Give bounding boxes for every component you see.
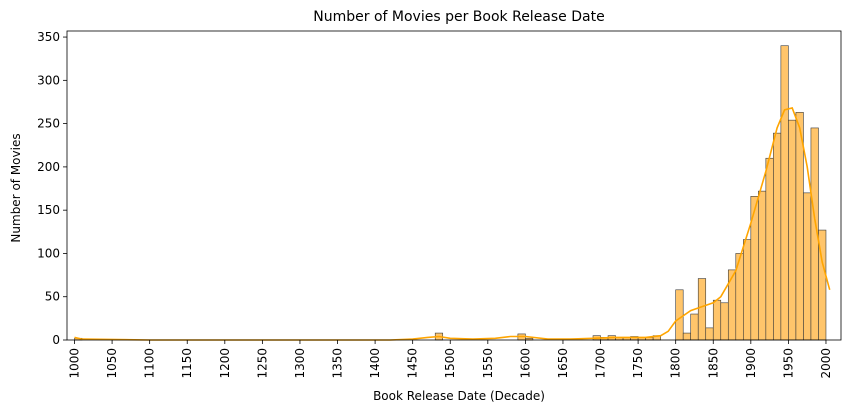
x-tick-label: 1100 [143, 348, 157, 379]
chart-title: Number of Movies per Book Release Date [313, 9, 604, 25]
histogram-bar [690, 313, 699, 341]
y-tick-label: 100 [37, 246, 60, 260]
x-tick-label: 1950 [781, 348, 795, 379]
histogram-bar [773, 132, 782, 341]
x-tick-label: 1800 [669, 348, 683, 379]
histogram-bar [705, 327, 714, 341]
x-tick-label: 1600 [518, 348, 532, 379]
x-tick-label: 1000 [68, 348, 82, 379]
histogram-bar [758, 190, 767, 341]
histogram-bar [803, 192, 812, 341]
y-tick-label: 0 [52, 333, 60, 347]
y-axis: 0 50 100 150 200 250 300 350 [37, 30, 67, 347]
x-tick-label: 1450 [406, 348, 420, 379]
x-tick-label: 1350 [331, 348, 345, 379]
y-axis-title: Number of Movies [9, 133, 23, 242]
x-tick-label: 2000 [819, 348, 833, 379]
plot-frame [66, 30, 842, 341]
histogram-bar [795, 112, 804, 341]
histogram-bar [697, 278, 707, 341]
y-tick-label: 350 [37, 30, 60, 44]
y-tick-label: 250 [37, 117, 60, 131]
histogram-bar [788, 119, 797, 341]
kde-curve [74, 107, 831, 341]
histogram-bar [720, 302, 729, 341]
x-tick-label: 1850 [706, 348, 720, 379]
histogram-bar [682, 332, 692, 341]
x-tick-label: 1400 [368, 348, 382, 379]
y-tick-label: 300 [37, 73, 60, 87]
x-tick-label: 1050 [105, 348, 119, 379]
x-axis: 1000 1050 1100 1150 1200 1250 1300 1350 1400 1450… [68, 340, 833, 379]
x-tick-label: 1750 [631, 348, 645, 379]
histogram-bar [765, 157, 774, 341]
histogram-bar [712, 299, 722, 341]
y-tick-label: 150 [37, 203, 60, 217]
x-tick-label: 1500 [443, 348, 457, 379]
x-tick-label: 1150 [180, 348, 194, 379]
histogram-bar [780, 45, 789, 341]
y-tick-label: 50 [45, 290, 60, 304]
x-tick-label: 1700 [594, 348, 608, 379]
histogram-bar [743, 239, 752, 341]
x-tick-label: 1550 [481, 348, 495, 379]
x-tick-label: 1300 [293, 348, 307, 379]
histogram-bar [675, 289, 684, 341]
y-tick-label: 200 [37, 160, 60, 174]
x-tick-label: 1250 [255, 348, 269, 379]
x-tick-label: 1200 [218, 348, 232, 379]
histogram-bars [74, 45, 827, 341]
x-tick-label: 1650 [556, 348, 570, 379]
x-tick-label: 1900 [744, 348, 758, 379]
x-axis-title: Book Release Date (Decade) [373, 389, 545, 403]
